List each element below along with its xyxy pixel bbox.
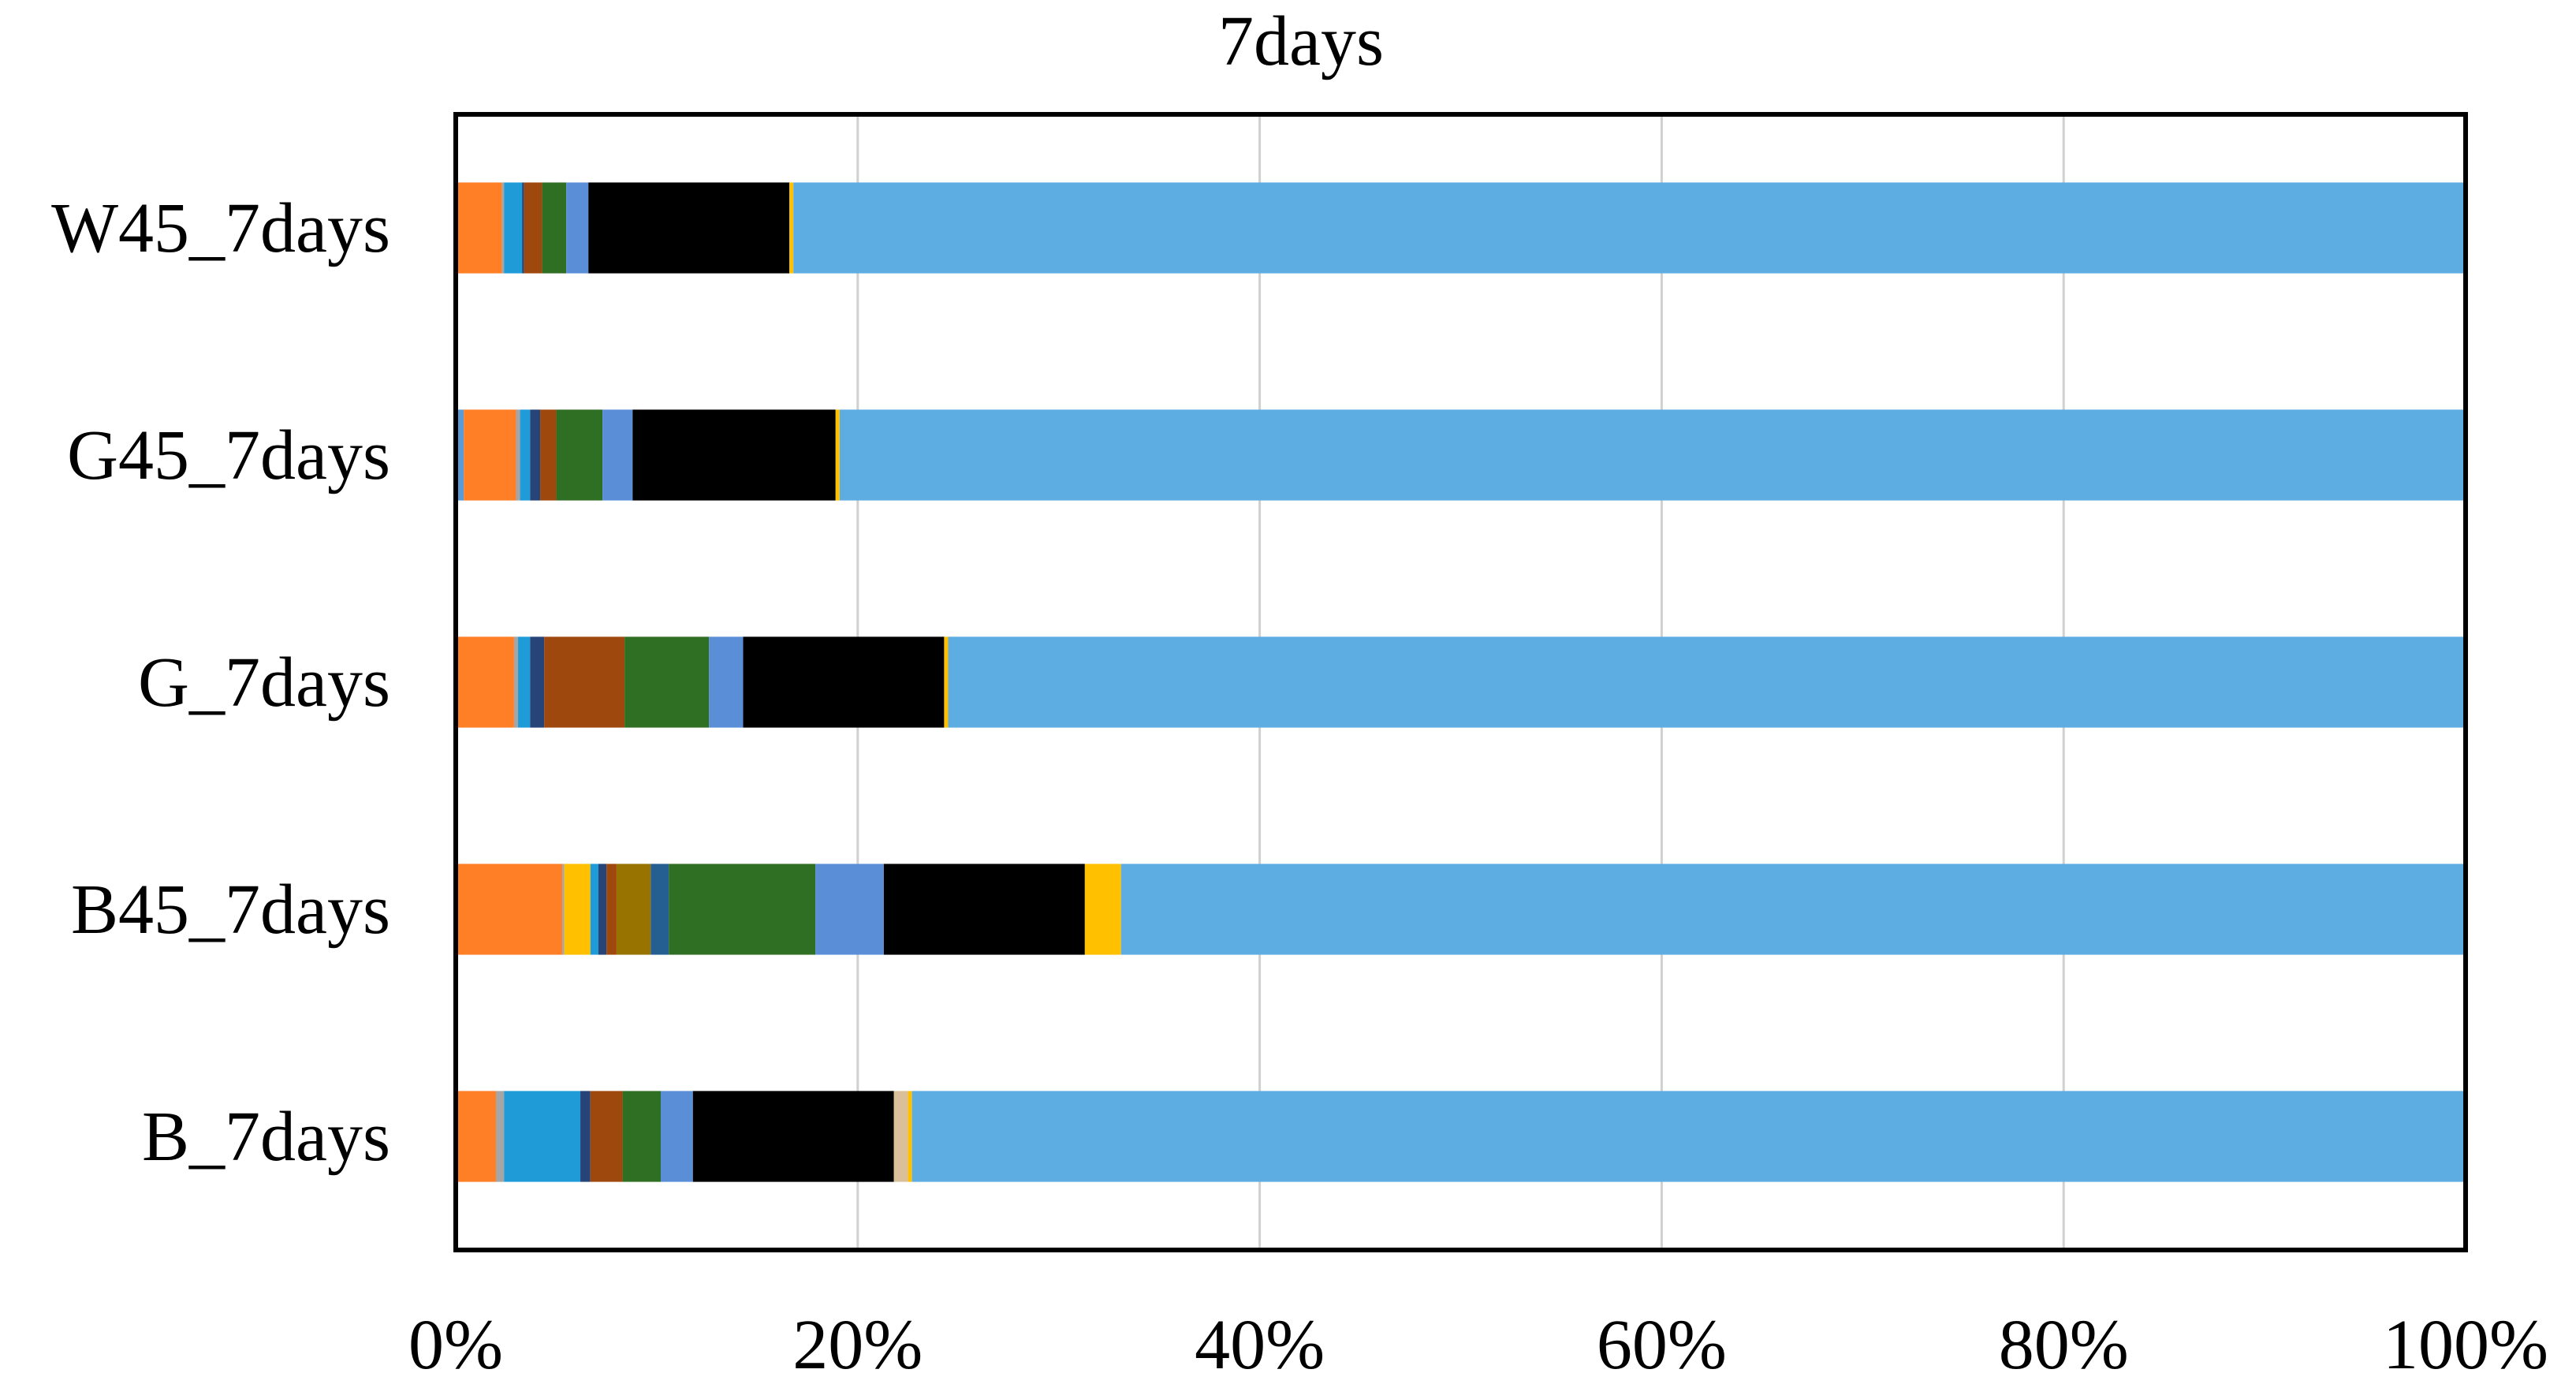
x-tick-label: 60% (1597, 1306, 1727, 1384)
x-tick-label: 80% (1999, 1306, 2129, 1384)
bar-segment-B_7days-s2 (495, 1091, 505, 1182)
bar-segment-G_7days-s1 (456, 636, 514, 728)
y-category-label: B_7days (142, 1098, 390, 1176)
bar-segment-B_7days-s13 (908, 1091, 912, 1182)
x-axis-tick-labels: 0% 20% 40% 60% 80% 100% (408, 1306, 2548, 1384)
bar-segment-G45_7days-s2 (516, 409, 520, 501)
bar-B45_7days (456, 864, 2466, 955)
bar-segment-W45_7days-s9 (542, 182, 567, 274)
y-category-label: W45_7days (51, 189, 390, 267)
bar-segment-B45_7days-s1 (456, 864, 563, 955)
bar-segment-B45_7days-s8 (651, 864, 669, 955)
bar-G_7days (456, 636, 2466, 728)
bar-segment-B_7days-s4 (504, 1091, 581, 1182)
bar-segment-G45_7days-s10 (602, 409, 633, 501)
bar-segment-G45_7days-s9 (556, 409, 603, 501)
y-category-label: B45_7days (71, 871, 390, 949)
bar-segment-B_7days-s14 (911, 1091, 2466, 1182)
bar-segment-B45_7days-s13 (1084, 864, 1121, 955)
bar-segment-G45_7days-s11 (632, 409, 836, 501)
bar-segment-B_7days-s11 (692, 1091, 894, 1182)
bar-segment-G_7days-s14 (948, 636, 2466, 728)
x-tick-label: 20% (792, 1306, 923, 1384)
bar-segment-G_7days-s6 (544, 636, 625, 728)
x-tick-label: 40% (1195, 1306, 1325, 1384)
bar-segment-B45_7days-s5 (598, 864, 607, 955)
bar-segment-G45_7days-s5 (530, 409, 541, 501)
bar-segment-W45_7days-s2 (501, 182, 505, 274)
bar-segment-G45_7days-s0 (456, 409, 464, 501)
bar-segment-G_7days-s11 (743, 636, 945, 728)
bar-segment-W45_7days-s1 (456, 182, 502, 274)
bar-segment-B_7days-s10 (660, 1091, 693, 1182)
bar-segment-B_7days-s12 (893, 1091, 908, 1182)
bar-segment-W45_7days-s14 (793, 182, 2466, 274)
x-tick-label: 0% (408, 1306, 503, 1384)
bar-series (456, 182, 2466, 1182)
bar-segment-G_7days-s4 (518, 636, 531, 728)
bar-segment-B45_7days-s2 (562, 864, 565, 955)
bar-segment-B45_7days-s6 (606, 864, 617, 955)
bar-segment-B_7days-s1 (456, 1091, 496, 1182)
bar-segment-G_7days-s13 (944, 636, 949, 728)
bar-segment-G45_7days-s14 (839, 409, 2466, 501)
bar-segment-G_7days-s10 (709, 636, 744, 728)
bar-segment-W45_7days-s13 (789, 182, 794, 274)
bar-W45_7days (456, 182, 2466, 274)
bar-segment-B_7days-s5 (580, 1091, 591, 1182)
bar-B_7days (456, 1091, 2466, 1182)
bar-segment-B45_7days-s11 (883, 864, 1085, 955)
bar-segment-G_7days-s2 (513, 636, 519, 728)
bar-segment-G_7days-s5 (530, 636, 545, 728)
bar-segment-G_7days-s9 (624, 636, 710, 728)
bar-segment-B45_7days-s4 (590, 864, 598, 955)
bar-segment-B45_7days-s7 (616, 864, 651, 955)
bar-segment-B_7days-s6 (590, 1091, 623, 1182)
bar-segment-B45_7days-s3 (564, 864, 591, 955)
chart-title: 7days (1218, 2, 1384, 80)
bar-segment-W45_7days-s5 (522, 182, 524, 274)
bar-segment-B45_7days-s14 (1120, 864, 2466, 955)
y-axis-category-labels: W45_7days G45_7days G_7days B45_7days B_7day… (51, 189, 390, 1176)
bar-segment-B45_7days-s9 (669, 864, 816, 955)
y-category-label: G_7days (138, 644, 390, 722)
bar-segment-G45_7days-s6 (540, 409, 557, 501)
x-tick-label: 100% (2383, 1306, 2548, 1384)
bar-segment-W45_7days-s6 (524, 182, 542, 274)
bar-segment-W45_7days-s10 (566, 182, 589, 274)
bar-segment-B45_7days-s10 (815, 864, 884, 955)
bar-segment-B_7days-s9 (622, 1091, 661, 1182)
bar-segment-G45_7days-s13 (835, 409, 840, 501)
plot-area-frame (453, 112, 2468, 1252)
y-category-label: G45_7days (67, 416, 390, 494)
bar-segment-G45_7days-s1 (464, 409, 516, 501)
bar-segment-G45_7days-s4 (520, 409, 531, 501)
bar-segment-W45_7days-s11 (588, 182, 790, 274)
bar-segment-W45_7days-s4 (504, 182, 523, 274)
bar-G45_7days (456, 409, 2466, 501)
